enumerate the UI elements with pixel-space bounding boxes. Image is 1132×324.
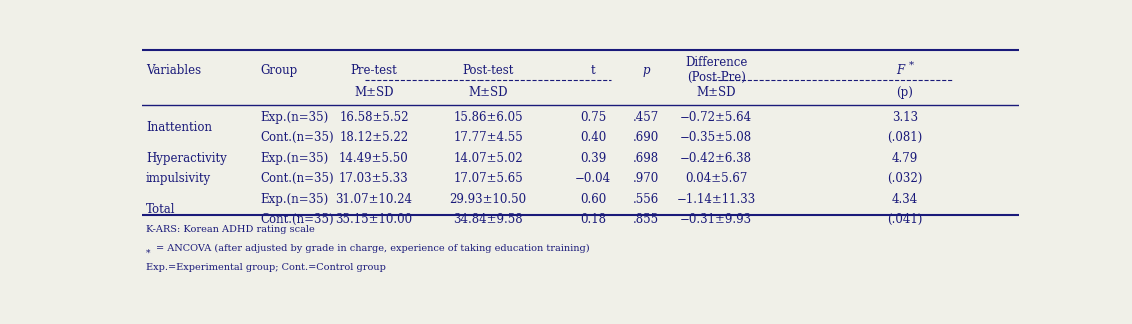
Text: Exp.(n=35): Exp.(n=35) (260, 193, 328, 206)
Text: Exp.=Experimental group; Cont.=Control group: Exp.=Experimental group; Cont.=Control g… (146, 263, 386, 272)
Text: K-ARS: Korean ADHD rating scale: K-ARS: Korean ADHD rating scale (146, 225, 315, 234)
Text: 0.40: 0.40 (581, 132, 607, 145)
Text: (.032): (.032) (887, 172, 923, 185)
Text: 15.86±6.05: 15.86±6.05 (453, 111, 523, 124)
Text: t: t (591, 64, 595, 76)
Text: .970: .970 (633, 172, 659, 185)
Text: Difference
(Post-Pre): Difference (Post-Pre) (685, 56, 747, 84)
Text: 35.15±10.00: 35.15±10.00 (335, 213, 412, 226)
Text: .698: .698 (633, 152, 659, 165)
Text: 14.07±5.02: 14.07±5.02 (453, 152, 523, 165)
Text: M±SD: M±SD (696, 86, 736, 99)
Text: 18.12±5.22: 18.12±5.22 (340, 132, 409, 145)
Text: −0.72±5.64: −0.72±5.64 (680, 111, 752, 124)
Text: .556: .556 (633, 193, 659, 206)
Text: −0.42±6.38: −0.42±6.38 (680, 152, 752, 165)
Text: −0.31±9.93: −0.31±9.93 (680, 213, 752, 226)
Text: 0.75: 0.75 (581, 111, 607, 124)
Text: *: * (146, 249, 151, 258)
Text: 17.77±4.55: 17.77±4.55 (453, 132, 523, 145)
Text: impulsivity: impulsivity (146, 172, 211, 185)
Text: (.081): (.081) (887, 132, 923, 145)
Text: = ANCOVA (after adjusted by grade in charge, experience of taking education trai: = ANCOVA (after adjusted by grade in cha… (156, 244, 590, 253)
Text: 16.58±5.52: 16.58±5.52 (340, 111, 409, 124)
Text: 0.39: 0.39 (581, 152, 607, 165)
Text: M±SD: M±SD (354, 86, 394, 99)
Text: Hyperactivity: Hyperactivity (146, 152, 226, 165)
Text: −1.14±11.33: −1.14±11.33 (677, 193, 756, 206)
Text: Group: Group (260, 64, 298, 76)
Text: 14.49±5.50: 14.49±5.50 (340, 152, 409, 165)
Text: Exp.(n=35): Exp.(n=35) (260, 152, 328, 165)
Text: 4.34: 4.34 (892, 193, 918, 206)
Text: Cont.(n=35): Cont.(n=35) (260, 172, 334, 185)
Text: 17.07±5.65: 17.07±5.65 (453, 172, 523, 185)
Text: .690: .690 (633, 132, 659, 145)
Text: (.041): (.041) (887, 213, 923, 226)
Text: Cont.(n=35): Cont.(n=35) (260, 132, 334, 145)
Text: Variables: Variables (146, 64, 201, 76)
Text: p: p (642, 64, 650, 76)
Text: 0.18: 0.18 (581, 213, 607, 226)
Text: 3.13: 3.13 (892, 111, 918, 124)
Text: −0.04: −0.04 (575, 172, 611, 185)
Text: −0.35±5.08: −0.35±5.08 (680, 132, 752, 145)
Text: .457: .457 (633, 111, 659, 124)
Text: 34.84±9.58: 34.84±9.58 (453, 213, 523, 226)
Text: 4.79: 4.79 (892, 152, 918, 165)
Text: 0.60: 0.60 (581, 193, 607, 206)
Text: Cont.(n=35): Cont.(n=35) (260, 213, 334, 226)
Text: M±SD: M±SD (469, 86, 508, 99)
Text: F: F (897, 64, 904, 76)
Text: 0.04±5.67: 0.04±5.67 (685, 172, 747, 185)
Text: Post-test: Post-test (462, 64, 514, 76)
Text: 29.93±10.50: 29.93±10.50 (449, 193, 526, 206)
Text: Pre-test: Pre-test (351, 64, 397, 76)
Text: 17.03±5.33: 17.03±5.33 (340, 172, 409, 185)
Text: *: * (909, 61, 915, 70)
Text: (p): (p) (897, 86, 914, 99)
Text: 31.07±10.24: 31.07±10.24 (335, 193, 412, 206)
Text: Total: Total (146, 203, 175, 216)
Text: .855: .855 (633, 213, 659, 226)
Text: Exp.(n=35): Exp.(n=35) (260, 111, 328, 124)
Text: Inattention: Inattention (146, 121, 212, 134)
